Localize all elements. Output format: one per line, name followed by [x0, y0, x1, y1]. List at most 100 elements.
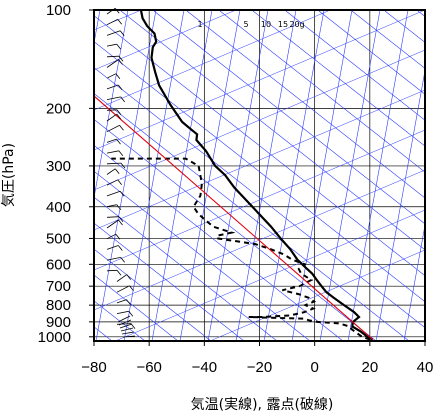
wind-barb-feather: [129, 285, 134, 292]
wind-barb-feather: [118, 219, 123, 226]
dry-adiabat-line: [94, 274, 179, 341]
wind-barb-feather: [120, 257, 126, 263]
wind-barb: [106, 162, 122, 165]
plot-frame: [93, 9, 426, 342]
wind-barb-feather: [117, 19, 123, 25]
wind-barb-feather: [118, 216, 124, 222]
wind-barb-feather: [115, 233, 121, 240]
x-tick-label: 40: [417, 359, 434, 376]
wind-barb: [116, 299, 127, 304]
temperature-line: [139, 10, 374, 341]
wind-barb-feather: [120, 96, 126, 103]
wind-barb: [106, 138, 117, 143]
wind-barb: [106, 219, 119, 229]
wind-barb-feather: [116, 109, 122, 116]
wind-barb-feather: [117, 84, 123, 91]
mixing-ratio-line: [291, 10, 353, 341]
wind-barb-feather: [126, 274, 132, 280]
dry-adiabat-line: [219, 10, 425, 173]
wind-barb: [116, 285, 130, 293]
isotherm-skew-line: [94, 89, 425, 231]
y-tick-label: 700: [46, 278, 71, 295]
dry-adiabat-line: [384, 10, 425, 43]
mixing-ratio-line: [95, 10, 157, 341]
mixing-ratio-line: [207, 10, 269, 341]
wind-barb: [106, 216, 120, 218]
mixing-ratio-line: [151, 10, 213, 341]
wind-barb-feather: [116, 43, 122, 50]
wind-barb: [116, 310, 129, 314]
wind-barb-feather: [119, 191, 125, 197]
dry-adiabat-line: [94, 248, 212, 341]
y-tick-label: 500: [46, 230, 71, 247]
wind-barb-feather: [116, 138, 121, 145]
dewpoint-line: [111, 157, 371, 341]
wind-barb-feather: [116, 270, 122, 276]
parcel-line: [94, 95, 374, 341]
wind-barb: [106, 59, 119, 68]
wind-barb: [106, 96, 121, 100]
mixing-ratio-line: [347, 10, 409, 341]
wind-barbs: [106, 7, 136, 338]
wind-barb-feather: [117, 245, 123, 251]
wind-barb-feather: [119, 30, 125, 37]
dry-adiabat-line: [318, 10, 425, 95]
mixing-ratio-line: [403, 223, 425, 341]
mixing-ratio-label: 15: [278, 20, 288, 29]
wind-barb: [106, 113, 118, 122]
mixing-ratio-line: [375, 69, 425, 341]
wind-barb: [121, 331, 135, 335]
wind-barb: [106, 204, 117, 207]
x-axis-title: 気温(実線), 露点(破線): [191, 397, 334, 412]
dry-adiabat-line: [94, 41, 425, 303]
isotherm-skew-line: [94, 10, 425, 151]
y-axis-title: 気圧(hPa): [1, 143, 17, 207]
wind-barb: [120, 327, 134, 332]
adiabat-lines: [94, 10, 425, 341]
mixing-ratio-line: [123, 10, 185, 341]
dry-adiabat-line: [94, 144, 344, 341]
plot-grid: [93, 9, 426, 341]
wind-barb: [116, 323, 132, 325]
dry-adiabat-line: [153, 10, 425, 225]
dry-adiabat-line: [186, 10, 425, 199]
wind-barb-feather: [118, 150, 124, 157]
dry-adiabat-line: [94, 93, 410, 341]
x-tick-label: −20: [247, 359, 272, 376]
x-tick-label: −60: [136, 359, 161, 376]
wind-barb-feather: [116, 113, 122, 120]
wind-barb: [106, 109, 118, 111]
wind-barb: [106, 269, 118, 272]
mixing-ratio-label: 10: [261, 20, 271, 29]
x-tick-label: 20: [361, 359, 378, 376]
wind-barb: [106, 233, 117, 240]
wind-barb-feather: [118, 59, 123, 65]
dry-adiabat-line: [94, 15, 425, 277]
mixing-ratio-line: [94, 10, 129, 200]
wind-barb: [106, 18, 118, 26]
isotherm-skew-line: [94, 129, 425, 271]
wind-barb: [106, 179, 118, 186]
dry-adiabat-line: [94, 119, 377, 341]
isotherm-skew-line: [209, 249, 425, 341]
wind-barb-feather: [128, 311, 134, 317]
dry-adiabat-line: [94, 222, 245, 341]
wind-barb: [117, 315, 131, 323]
isotherm-skew-line: [114, 209, 425, 341]
mixing-ratio-label: 1: [197, 20, 202, 29]
wind-barb: [122, 335, 136, 338]
wind-barb-feather: [118, 55, 124, 62]
mixing-ratio-label: 5: [243, 20, 248, 29]
dry-adiabat-line: [120, 10, 425, 251]
wind-barb: [106, 150, 119, 154]
wind-barb: [106, 168, 116, 175]
y-tick-label: 400: [46, 199, 71, 216]
wind-barb: [106, 257, 121, 261]
wind-barb-feather: [119, 125, 124, 131]
isotherm-skew-line: [94, 10, 332, 111]
wind-barb: [106, 55, 120, 58]
mixing-ratio-line: [319, 10, 381, 341]
dry-adiabat-line: [94, 67, 425, 329]
